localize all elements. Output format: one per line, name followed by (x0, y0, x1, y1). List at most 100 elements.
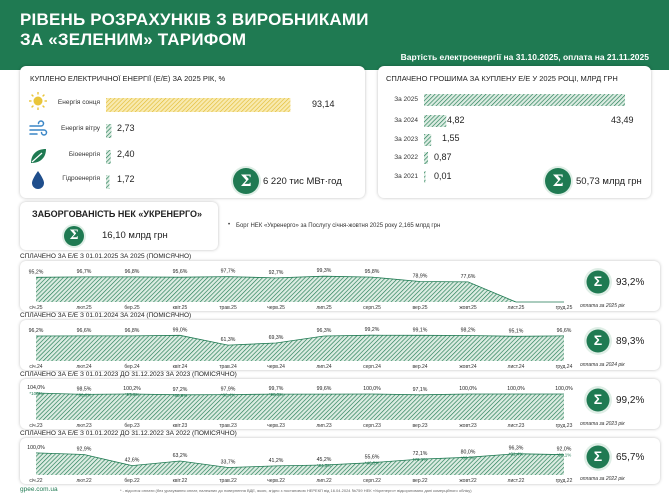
strip-value-label: 100,0% (27, 445, 45, 451)
strip-value-label: 92,7% (269, 270, 284, 276)
strip-total-sigma-icon: Σ (584, 327, 612, 355)
debt-bullet: • (228, 222, 231, 228)
strip-value-label: 95,2% (29, 269, 44, 275)
strip-tick-label: лист.22 (508, 478, 525, 484)
paid-value-2024: 4,82 (447, 115, 465, 125)
strip-value-label: 95,1% (509, 328, 524, 334)
paid-value-2023: 1,55 (442, 133, 460, 143)
strip-tick-label: лист.24 (508, 364, 525, 370)
strip-value-label: 99,0% (173, 327, 188, 333)
strip-value-label: 99,2% (365, 327, 380, 333)
strip-sub-label: *98,5% (269, 392, 284, 397)
strip-sub-label: *80,6% (173, 393, 188, 398)
strip-tick-label: черв.23 (267, 423, 285, 429)
strip-sub-label: *97,6% (125, 392, 140, 397)
strip-total-note: оплата за 2024 рік (580, 362, 625, 368)
strip-tick-label: бер.24 (124, 364, 140, 370)
strip-tick-label: трав.23 (219, 423, 237, 429)
strip-value-label: 100,0% (507, 386, 525, 392)
strip-tick-label: жовт.23 (459, 423, 477, 429)
strip-value-label: 99,1% (413, 327, 428, 333)
bought-value-solar: 93,14 (312, 99, 335, 109)
strip-line (35, 275, 564, 303)
wind-icon (29, 120, 48, 136)
strip-value-label: 45,2% (317, 457, 332, 463)
strip-line (35, 452, 565, 468)
strip-value-label: 100,0% (459, 386, 477, 392)
strip-value-label: 100,0% (555, 386, 573, 392)
strip-line (35, 334, 565, 346)
page-title-line1: РІВЕНЬ РОЗРАХУНКІВ З ВИРОБНИКАМИ (20, 10, 369, 29)
strip-area (36, 452, 564, 475)
strip-total-note: оплата за 2025 рік (580, 303, 625, 309)
paid-bar-2 (424, 134, 432, 146)
strip-tick-label: серп.24 (363, 364, 381, 370)
strip-value-label: 97,2% (173, 387, 188, 393)
strip-tick-label: вер.23 (412, 423, 427, 429)
strip-tick-label: груд.25 (556, 305, 573, 311)
strip-value-label: 96,3% (509, 446, 524, 452)
strip-tick-label: груд.24 (556, 364, 573, 370)
strip-sub-label: *46,5% (365, 461, 380, 466)
strip-tick-label: серп.25 (363, 305, 381, 311)
strip-tick-label: лип.23 (316, 423, 332, 429)
strip-tick-label: вер.24 (412, 364, 427, 370)
strip-2023-card: 104,0% *100% 98,5% *86,6% 100,2% *97,6% 97,2% *… (20, 379, 660, 429)
paid-bar-4 (424, 171, 426, 183)
strip-total-sigma-icon: Σ (584, 443, 612, 471)
strip-tick-label: серп.22 (363, 478, 381, 484)
strip-tick-label: бер.25 (124, 305, 140, 311)
strip-value-label: 98,5% (77, 386, 92, 392)
strip-value-label: 98,2% (461, 328, 476, 334)
strip-sub-label: *80,7% (461, 455, 476, 460)
strip-sub-label: *70,1% (413, 457, 428, 462)
bought-bars-chart (106, 98, 291, 189)
strip-value-label: 95,6% (173, 269, 188, 275)
bought-label-hydro: Гідроенергія (62, 175, 100, 182)
strip-value-label: 80,0% (461, 449, 476, 455)
strip-tick-label: черв.25 (267, 305, 285, 311)
strip-value-label: 97,9% (221, 387, 236, 393)
strip-tick-label: квіт.22 (173, 478, 188, 484)
strip-tick-label: січ.22 (29, 478, 42, 484)
strip-tick-label: лют.24 (76, 364, 91, 370)
svg-text:Σ: Σ (594, 391, 602, 407)
strip-value-label: 96,8% (125, 269, 140, 275)
strip-line (35, 392, 564, 396)
paid-value-2025: 43,49 (611, 115, 634, 125)
strip-area (36, 276, 564, 302)
strip-2024-chart: 96,2% 96,6% 96,8% 99,0% 61,3% 69,3% 96,3% 99,2%… (29, 327, 644, 370)
paid-label-2024: За 2024 (394, 117, 418, 124)
bought-bar-3 (106, 175, 110, 189)
strip-2022-chart: 100,0% 92,9% 42,6% 63,2% 33,7% 41,2% 45,2%*34,… (27, 443, 644, 484)
strip-tick-label: січ.23 (29, 423, 42, 429)
strip-value-label: 95,8% (365, 269, 380, 275)
strip-value-label: 96,6% (77, 328, 92, 334)
strip-tick-label: жовт.24 (459, 364, 477, 370)
strip-tick-label: вер.22 (412, 478, 427, 484)
strip-sub-label: *34,5% (317, 463, 332, 468)
page-title-line2: ЗА «ЗЕЛЕНИМ» ТАРИФОМ (20, 30, 247, 49)
strip-value-label: 97,7% (221, 269, 236, 275)
bought-bar-2 (106, 150, 111, 164)
page-subtitle: Вартість електроенергії на 31.10.2025, о… (400, 52, 649, 62)
strip-2024-title: СПЛАЧЕНО ЗА Е/Е З 01.01.2024 ЗА 2024 (ПО… (20, 312, 192, 319)
paid-label-2023: За 2023 (394, 136, 418, 143)
strip-2025-card: 95,2% 96,7% 96,8% 95,6% 97,7% 92,7% 99,3% 95,8%… (20, 261, 660, 311)
strip-value-label: 96,7% (77, 269, 92, 275)
strip-total-note: оплата за 2022 рік (580, 476, 625, 482)
strip-tick-label: вер.25 (412, 305, 427, 311)
footer-site-link[interactable]: gpee.com.ua (20, 486, 58, 493)
strip-tick-label: серп.23 (363, 423, 381, 429)
strip-tick-label: груд.23 (556, 423, 573, 429)
strip-value-label: 99,7% (269, 386, 284, 392)
paid-total: 50,73 млрд грн (576, 176, 642, 187)
strip-area (36, 393, 564, 420)
debt-sigma-icon: Σ (64, 226, 84, 246)
strip-total-value: 99,2% (616, 395, 644, 406)
strip-tick-label: бер.22 (124, 478, 140, 484)
strip-value-label: 100,2% (123, 386, 141, 392)
strip-value-label: 69,3% (269, 335, 284, 341)
paid-bar-0 (424, 94, 626, 106)
strip-value-label: 41,2% (269, 458, 284, 464)
